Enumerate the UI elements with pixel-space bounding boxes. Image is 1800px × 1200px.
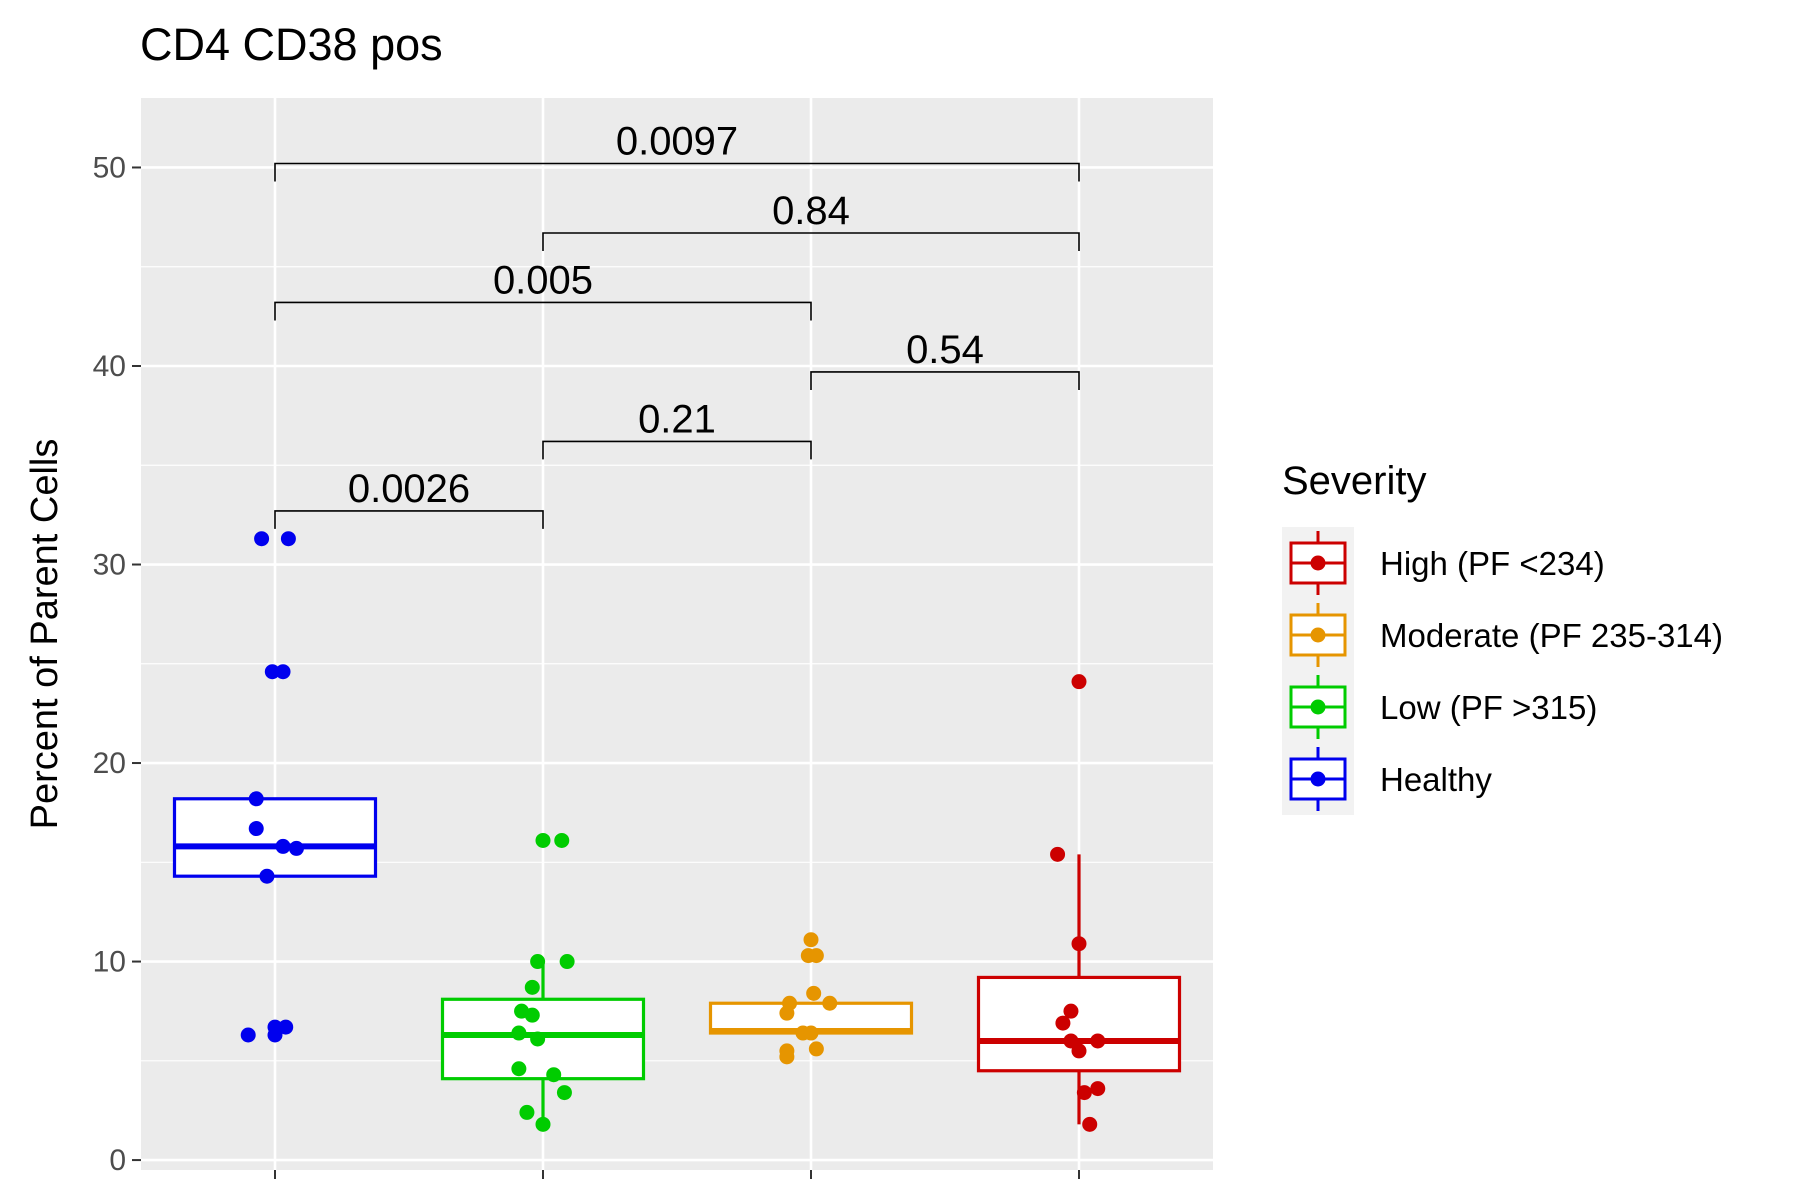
comparison-label: 0.005 [493, 258, 593, 302]
data-point [1071, 1043, 1087, 1059]
data-point [259, 868, 275, 884]
comparison-label: 0.21 [638, 397, 716, 441]
data-point [530, 1031, 546, 1047]
comparison-brackets: 0.0026 0.21 0.54 0.005 0.84 0.0097 [274, 120, 1080, 529]
data-point [240, 1027, 256, 1043]
data-point [1090, 1033, 1106, 1049]
data-point [1071, 674, 1087, 690]
comparison-1-2: 0.0026 [274, 467, 544, 529]
comparison-2-4: 0.84 [542, 189, 1080, 251]
legend-key-point [1310, 699, 1326, 715]
comparison-bracket [542, 440, 812, 460]
data-point [808, 948, 824, 964]
data-point [1055, 1015, 1071, 1031]
comparison-bracket [274, 162, 1080, 182]
data-point [288, 840, 304, 856]
data-point [254, 531, 270, 547]
data-point [267, 1019, 283, 1035]
legend-label: High (PF <234) [1380, 545, 1605, 582]
data-point [546, 1067, 562, 1083]
legend-label: Moderate (PF 235-314) [1380, 617, 1723, 654]
data-point [535, 1116, 551, 1132]
chart-title: CD4 CD38 pos [140, 19, 443, 70]
data-point [803, 932, 819, 948]
data-point [535, 832, 551, 848]
legend-label: Low (PF >315) [1380, 689, 1597, 726]
data-point [530, 954, 546, 970]
legend-item: High (PF <234) [1289, 531, 1605, 595]
legend-key-point [1310, 555, 1326, 571]
comparison-label: 0.0026 [348, 467, 470, 511]
data-point [803, 1025, 819, 1041]
comparison-2-3: 0.21 [542, 397, 812, 460]
y-axis-label: Percent of Parent Cells [24, 439, 66, 830]
data-point [275, 664, 291, 680]
legend-item: Healthy [1289, 747, 1492, 811]
data-point [248, 821, 264, 837]
data-point [519, 1104, 535, 1120]
y-tick-label: 10 [93, 946, 126, 979]
legend-item: Moderate (PF 235-314) [1289, 603, 1723, 667]
comparison-3-4: 0.54 [810, 328, 1080, 390]
comparison-1-4: 0.0097 [274, 120, 1080, 182]
data-point [1063, 1003, 1079, 1019]
data-point [779, 1005, 795, 1021]
comparison-bracket [542, 232, 1080, 251]
grid-major [141, 98, 1213, 1170]
data-point [559, 954, 575, 970]
comparison-label: 0.84 [772, 189, 850, 233]
data-point [524, 979, 540, 995]
legend: Severity High (PF <234) Moderate (PF 235-… [1282, 459, 1723, 815]
box-body [172, 797, 378, 878]
legend-key-point [1310, 627, 1326, 643]
data-point [280, 531, 296, 547]
y-tick-label: 40 [93, 350, 126, 383]
data-point [275, 838, 291, 854]
comparison-label: 0.0097 [616, 120, 738, 164]
y-tick-label: 0 [109, 1144, 126, 1177]
data-point [1090, 1081, 1106, 1097]
data-point [822, 995, 838, 1011]
data-point [556, 1085, 572, 1101]
comparison-label: 0.54 [906, 328, 984, 372]
data-point [1071, 936, 1087, 952]
box-1 [172, 797, 378, 878]
legend-title: Severity [1282, 459, 1427, 503]
y-tick-label: 50 [93, 151, 126, 184]
data-point [554, 832, 570, 848]
y-tick-label: 20 [93, 747, 126, 780]
data-point [524, 1007, 540, 1023]
data-point [779, 1049, 795, 1065]
data-point [1063, 1033, 1079, 1049]
data-point [1076, 1085, 1092, 1101]
data-point [1050, 846, 1066, 862]
data-points [240, 531, 1106, 1132]
legend-key-point [1310, 771, 1326, 787]
data-point [1082, 1116, 1098, 1132]
data-point [511, 1061, 527, 1077]
data-point [808, 1041, 824, 1057]
comparison-bracket [274, 510, 544, 529]
comparison-bracket [810, 371, 1080, 390]
data-point [806, 985, 822, 1001]
data-point [248, 791, 264, 807]
x-axis [274, 1170, 1080, 1179]
legend-item: Low (PF >315) [1289, 675, 1597, 739]
boxes [172, 797, 1182, 1125]
data-point [278, 1019, 294, 1035]
data-point [264, 664, 280, 680]
y-axis: 0 10 20 30 40 50 [93, 151, 141, 1177]
comparison-1-3: 0.005 [274, 258, 812, 321]
y-tick-label: 30 [93, 549, 126, 582]
data-point [511, 1025, 527, 1041]
comparison-bracket [274, 301, 812, 321]
legend-label: Healthy [1380, 761, 1492, 798]
